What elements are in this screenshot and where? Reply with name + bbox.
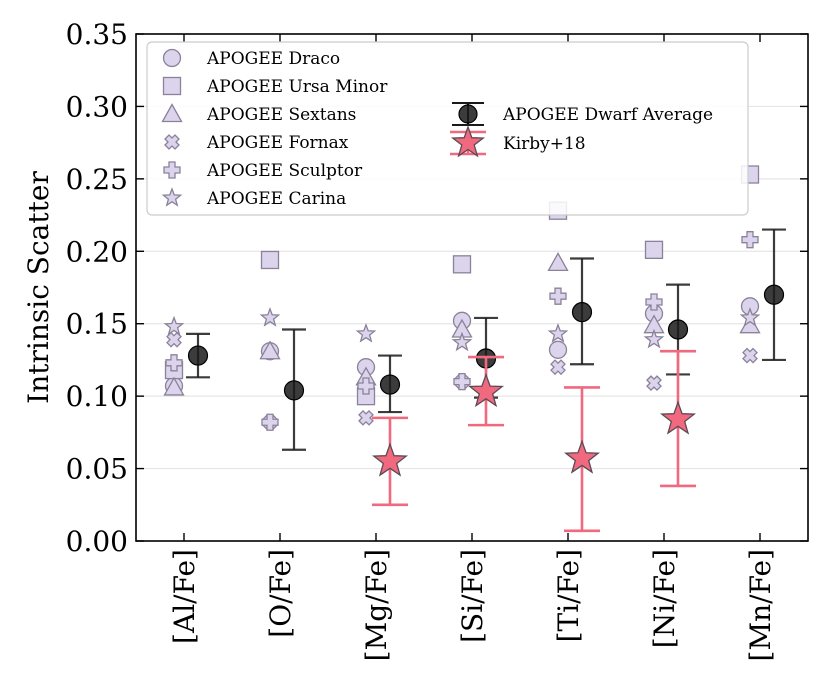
series-apogee-sextans [163,252,761,396]
legend-item-apogee-sextans: APOGEE Sextans [161,103,356,125]
legend-label: APOGEE Fornax [206,133,349,153]
series-apogee-dwarf-average [186,228,786,451]
average-point [283,380,305,401]
dwarf-point [643,328,665,349]
legend-marker-apogee-ursa-minor [162,76,182,96]
legend-label: Kirby+18 [503,134,586,154]
dwarf-point [357,377,375,395]
legend-kirby-marker [450,125,486,158]
dwarf-point [165,354,183,372]
legend-marker-apogee-carina [161,187,183,207]
legend-label: APOGEE Sextans [206,105,356,125]
legend-marker-apogee-draco [162,48,182,68]
dwarf-point [739,307,761,327]
plot-frame [135,33,809,542]
x-tick-label: [Mn/Fe] [744,549,777,661]
dwarf-point [451,331,473,352]
dwarf-point [163,376,185,396]
y-axis: 0.00 0.05 0.10 0.15 0.20 0.25 0.30 0.35 [66,18,808,558]
average-point [667,319,689,340]
dwarf-point [260,250,280,270]
dwarf-point [646,375,662,392]
average-point [571,302,593,323]
y-axis-title: Intrinsic Scatter [22,171,55,404]
y-tick-label: 0.10 [66,380,128,413]
average-point [187,345,209,366]
legend-label: APOGEE Carina [206,189,346,209]
dwarf-point [452,255,472,274]
x-tick-label: [Mg/Fe] [360,549,393,661]
dwarf-point [261,413,279,431]
average-point [379,374,401,395]
kirby-point [659,400,697,435]
dwarf-point [163,315,185,336]
legend: APOGEE Draco APOGEE Ursa Minor APOGEE Sext… [146,41,749,216]
dwarf-point [550,359,566,376]
series-apogee-sculptor [165,231,759,431]
dwarf-point [547,323,569,343]
legend-average-marker [458,104,478,124]
x-tick-label: [Si/Fe] [456,549,489,643]
dwarf-point [355,323,377,343]
legend-item-apogee-fornax: APOGEE Fornax [164,133,349,153]
legend-item-apogee-ursa-minor: APOGEE Ursa Minor [162,76,388,97]
legend-item-apogee-draco: APOGEE Draco [162,48,340,69]
legend-label: APOGEE Draco [206,49,340,69]
x-tick-label: [O/Fe] [264,549,297,638]
dwarf-point [549,287,567,305]
kirby-point [468,372,504,408]
y-tick-label: 0.25 [66,163,128,196]
y-tick-label: 0.15 [66,308,128,341]
y-tick-label: 0.05 [66,453,128,486]
dwarf-point [645,293,663,311]
dwarf-point [259,340,281,360]
legend-box [146,41,749,216]
dwarf-point [644,240,664,259]
legend-item-kirby-18: Kirby+18 [450,125,586,158]
kirby-point [371,442,409,477]
y-tick-label: 0.20 [66,235,128,268]
dwarf-point [358,409,374,426]
dwarf-point [166,331,182,348]
y-tick-label: 0.35 [66,18,128,51]
legend-item-apogee-carina: APOGEE Carina [161,187,346,209]
legend-label: APOGEE Ursa Minor [206,77,388,97]
x-tick-label: [Al/Fe] [168,549,201,644]
dwarf-point [548,340,568,359]
y-tick-label: 0.00 [66,525,128,558]
kirby-point [563,439,601,474]
legend-marker-apogee-sculptor [163,161,181,179]
y-tick-label: 0.30 [66,90,128,123]
dwarf-point [259,307,281,327]
x-tick-label: [Ti/Fe] [552,549,585,642]
legend-marker-apogee-sextans [161,103,183,123]
dwarf-point [547,252,569,272]
dwarf-point [742,347,758,364]
x-tick-label: [Ni/Fe] [648,549,681,648]
dwarf-point [741,231,759,249]
average-point [763,284,785,305]
series-kirby18 [371,349,697,533]
legend-label: APOGEE Dwarf Average [502,105,713,125]
legend-item-apogee-sculptor: APOGEE Sculptor [163,161,363,181]
series-apogee-carina [163,307,761,352]
legend-item-apogee-dwarf-average: APOGEE Dwarf Average [452,102,713,126]
legend-marker-apogee-fornax [164,134,180,150]
legend-label: APOGEE Sculptor [206,161,363,181]
data-marks [163,165,786,533]
dwarf-point [453,373,471,391]
x-axis: [Al/Fe] [O/Fe] [Mg/Fe] [Si/Fe] [Ti/Fe] [Ni/Fe… [168,34,777,661]
